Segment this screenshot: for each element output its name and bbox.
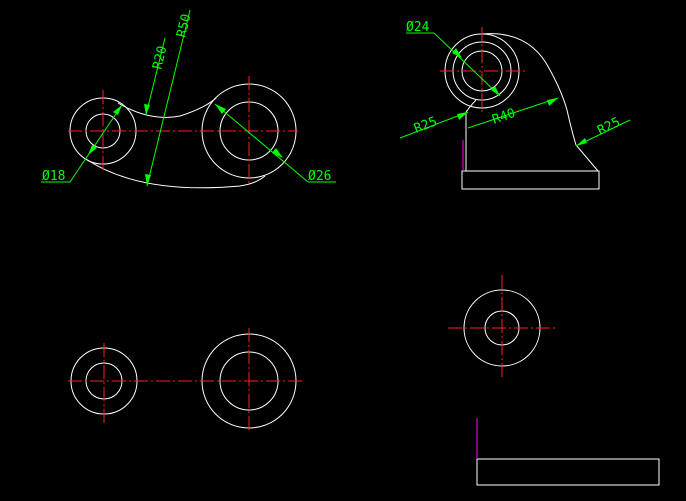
r50-dimension-line <box>146 9 191 187</box>
d18-leader-line <box>69 104 123 183</box>
d24-arrowhead-lower <box>491 86 500 96</box>
r20-dimension-label: R20 <box>150 45 170 71</box>
r25-left-dimension-line <box>399 111 469 139</box>
bottom-left-view <box>68 328 302 432</box>
r50-dimension-label: R50 <box>174 13 194 39</box>
r20-arrowhead <box>144 104 150 115</box>
r25-right-arrowhead <box>576 138 587 146</box>
d26-dimension-label: Ø26 <box>308 169 331 184</box>
lower-r50-arc <box>85 158 266 189</box>
d24-arrowhead-upper <box>452 48 462 58</box>
d18-arrowhead-lower <box>88 145 97 155</box>
upper-r20-arc <box>117 97 217 118</box>
d26-arrowhead-upper <box>215 104 226 114</box>
r25-left-arrowhead <box>457 112 468 120</box>
d26-arrowhead-lower <box>272 148 283 158</box>
d26-leader-line <box>214 103 309 183</box>
bottom-base-plate-rect <box>476 458 660 486</box>
bracket-profile-outline <box>465 33 599 172</box>
top-right-view: Ø24 R25 R40 R25 <box>399 20 631 190</box>
d18-arrowhead-upper <box>113 105 122 115</box>
d18-dimension-label: Ø18 <box>42 169 65 184</box>
r20-dimension-line <box>145 37 166 116</box>
r40-arrowhead <box>547 98 558 106</box>
base-plate-rect <box>461 170 600 190</box>
bottom-right-view <box>448 275 660 486</box>
r40-dimension-label: R40 <box>490 106 517 128</box>
r40-dimension-line <box>467 97 559 129</box>
r25-left-dimension-label: R25 <box>412 114 439 136</box>
r50-arrowhead <box>145 174 151 186</box>
top-left-view: R50 R20 Ø18 Ø26 <box>41 9 336 189</box>
r25-right-dimension-label: R25 <box>595 115 623 139</box>
d24-leader-line <box>433 32 501 97</box>
d24-dimension-label: Ø24 <box>406 20 430 35</box>
